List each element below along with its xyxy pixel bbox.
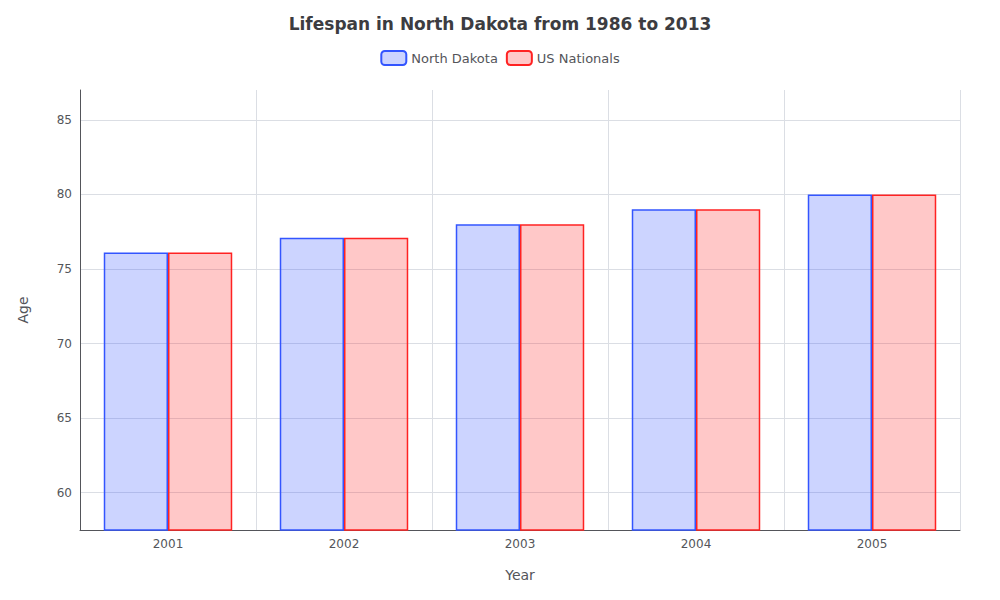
svg-text:Lifespan in North Dakota from: Lifespan in North Dakota from 1986 to 20… xyxy=(289,14,712,34)
svg-text:Year: Year xyxy=(504,567,535,583)
svg-text:2002: 2002 xyxy=(329,537,360,551)
svg-text:North Dakota: North Dakota xyxy=(411,51,498,66)
svg-text:85: 85 xyxy=(57,113,72,127)
svg-text:75: 75 xyxy=(57,262,72,276)
svg-text:70: 70 xyxy=(57,337,72,351)
svg-text:80: 80 xyxy=(57,187,72,201)
svg-text:2005: 2005 xyxy=(857,537,888,551)
svg-text:2003: 2003 xyxy=(505,537,536,551)
svg-text:65: 65 xyxy=(57,411,72,425)
svg-text:2004: 2004 xyxy=(681,537,712,551)
svg-text:60: 60 xyxy=(57,486,72,500)
svg-text:US Nationals: US Nationals xyxy=(537,51,620,66)
svg-text:2001: 2001 xyxy=(153,537,184,551)
svg-text:Age: Age xyxy=(15,296,31,323)
